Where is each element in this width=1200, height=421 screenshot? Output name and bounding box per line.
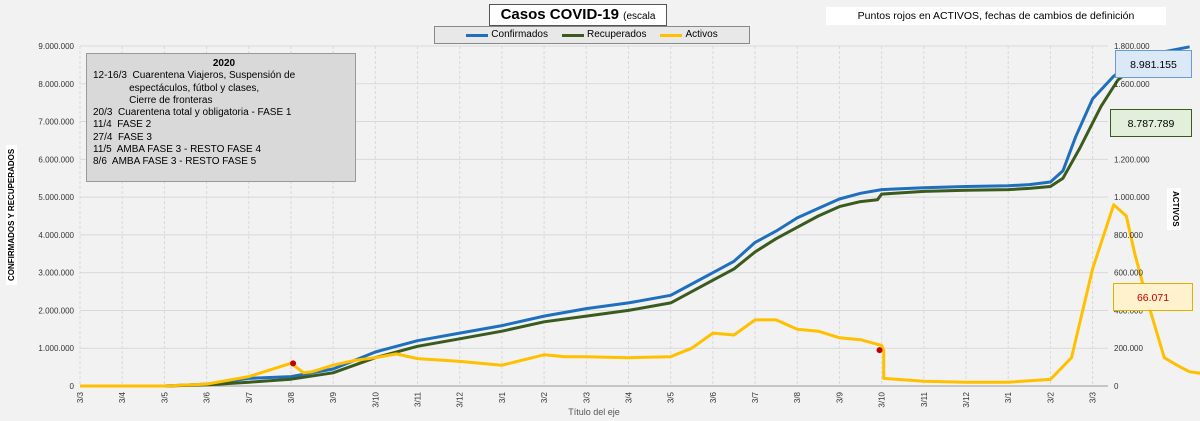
x-tick-label: 3/6 xyxy=(203,391,212,403)
legend-swatch-confirmados xyxy=(466,33,489,37)
y-left-tick-label: 6.000.000 xyxy=(38,155,74,164)
x-tick-label: 3/9 xyxy=(835,391,844,403)
series-line-activos xyxy=(80,203,1200,388)
x-tick-label: 3/5 xyxy=(160,391,169,403)
x-tick-label: 3/3 xyxy=(582,391,591,403)
y-left-tick-label: 4.000.000 xyxy=(38,231,74,240)
x-tick-label: 3/6 xyxy=(709,391,718,403)
y-right-tick-label: 1.000.000 xyxy=(1114,193,1150,202)
legend: Confirmados Recuperados Activos xyxy=(434,26,750,44)
x-tick-label: 3/3 xyxy=(1089,391,1098,403)
legend-item-activos: Activos xyxy=(660,27,718,43)
x-tick-label: 3/3 xyxy=(76,391,85,403)
y-axis-right-label: ACTIVOS xyxy=(1167,188,1181,230)
y-axis-left-label: CONFIRMADOS Y RECUPERADOS xyxy=(6,144,17,285)
legend-label-recuperados: Recuperados xyxy=(586,29,647,40)
x-tick-label: 3/12 xyxy=(962,391,971,407)
x-tick-label: 3/2 xyxy=(1046,391,1055,403)
annotation-line: 8/6 AMBA FASE 3 - RESTO FASE 5 xyxy=(93,156,257,168)
x-tick-label: 3/4 xyxy=(624,391,633,403)
y-right-tick-label: 1.800.000 xyxy=(1114,42,1150,51)
x-tick-label: 3/9 xyxy=(329,391,338,403)
x-tick-label: 3/5 xyxy=(667,391,676,403)
annotation-line: Cierre de fronteras xyxy=(93,94,213,106)
confirmados-value-box: 8.981.155 xyxy=(1115,50,1192,78)
y-left-tick-label: 8.000.000 xyxy=(38,80,74,89)
definition-change-marker xyxy=(876,347,883,354)
y-right-tick-label: 200.000 xyxy=(1114,344,1143,353)
legend-item-recuperados: Recuperados xyxy=(561,27,647,43)
recuperados-value-box: 8.787.789 xyxy=(1110,109,1192,137)
x-tick-label: 3/2 xyxy=(540,391,549,403)
x-tick-label: 3/7 xyxy=(751,391,760,403)
annotation-year: 2020 xyxy=(212,58,236,69)
x-tick-label: 3/8 xyxy=(793,391,802,403)
annotation-line: espectáculos, fútbol y clases, xyxy=(93,82,260,94)
y-left-tick-label: 1.000.000 xyxy=(38,344,74,353)
x-tick-label: 3/1 xyxy=(498,391,507,403)
y-left-tick-label: 7.000.000 xyxy=(38,118,74,127)
legend-label-confirmados: Confirmados xyxy=(491,29,548,40)
y-right-tick-label: 800.000 xyxy=(1114,231,1143,240)
x-tick-label: 3/1 xyxy=(1004,391,1013,403)
y-left-tick-label: 2.000.000 xyxy=(38,306,74,315)
annotation-line: 20/3 Cuarentena total y obligatoria - FA… xyxy=(93,107,292,119)
activos-value-box: 66.071 xyxy=(1113,283,1193,311)
annotation-line: 11/4 FASE 2 xyxy=(93,119,152,131)
x-tick-label: 3/10 xyxy=(878,391,887,407)
y-right-tick-label: 1.600.000 xyxy=(1114,80,1150,89)
x-tick-label: 3/4 xyxy=(118,391,127,403)
y-left-tick-label: 9.000.000 xyxy=(38,42,74,51)
x-tick-label: 3/11 xyxy=(920,391,929,407)
y-left-tick-label: 5.000.000 xyxy=(38,193,74,202)
series-line-confirmados xyxy=(80,45,1190,388)
annotation-line: 27/4 FASE 3 xyxy=(93,131,152,143)
y-right-tick-label: 600.000 xyxy=(1114,269,1143,278)
note-box: Puntos rojos en ACTIVOS, fechas de cambi… xyxy=(826,7,1166,25)
x-tick-label: 3/10 xyxy=(371,391,380,407)
annotation-box: 2020 12-16/3 Cuarentena Viajeros, Suspen… xyxy=(86,53,356,182)
x-tick-label: 3/7 xyxy=(245,391,254,403)
legend-label-activos: Activos xyxy=(685,29,718,40)
x-tick-label: 3/8 xyxy=(287,391,296,403)
annotation-line: 12-16/3 Cuarentena Viajeros, Suspensión … xyxy=(93,70,296,82)
annotation-line: 11/5 AMBA FASE 3 - RESTO FASE 4 xyxy=(93,144,262,156)
definition-change-marker xyxy=(290,360,297,367)
legend-item-confirmados: Confirmados xyxy=(466,27,548,43)
title-text: Casos COVID-19 xyxy=(500,6,619,23)
x-tick-label: 3/12 xyxy=(456,391,465,407)
x-tick-label: 3/11 xyxy=(414,391,423,407)
y-right-tick-label: 1.200.000 xyxy=(1114,155,1150,164)
legend-swatch-activos xyxy=(660,33,683,37)
x-axis-label: Título del eje xyxy=(568,407,620,417)
y-right-tick-label: 0 xyxy=(1114,382,1119,391)
y-left-tick-label: 0 xyxy=(70,382,75,391)
legend-swatch-recuperados xyxy=(561,33,584,37)
y-left-tick-label: 3.000.000 xyxy=(38,269,74,278)
